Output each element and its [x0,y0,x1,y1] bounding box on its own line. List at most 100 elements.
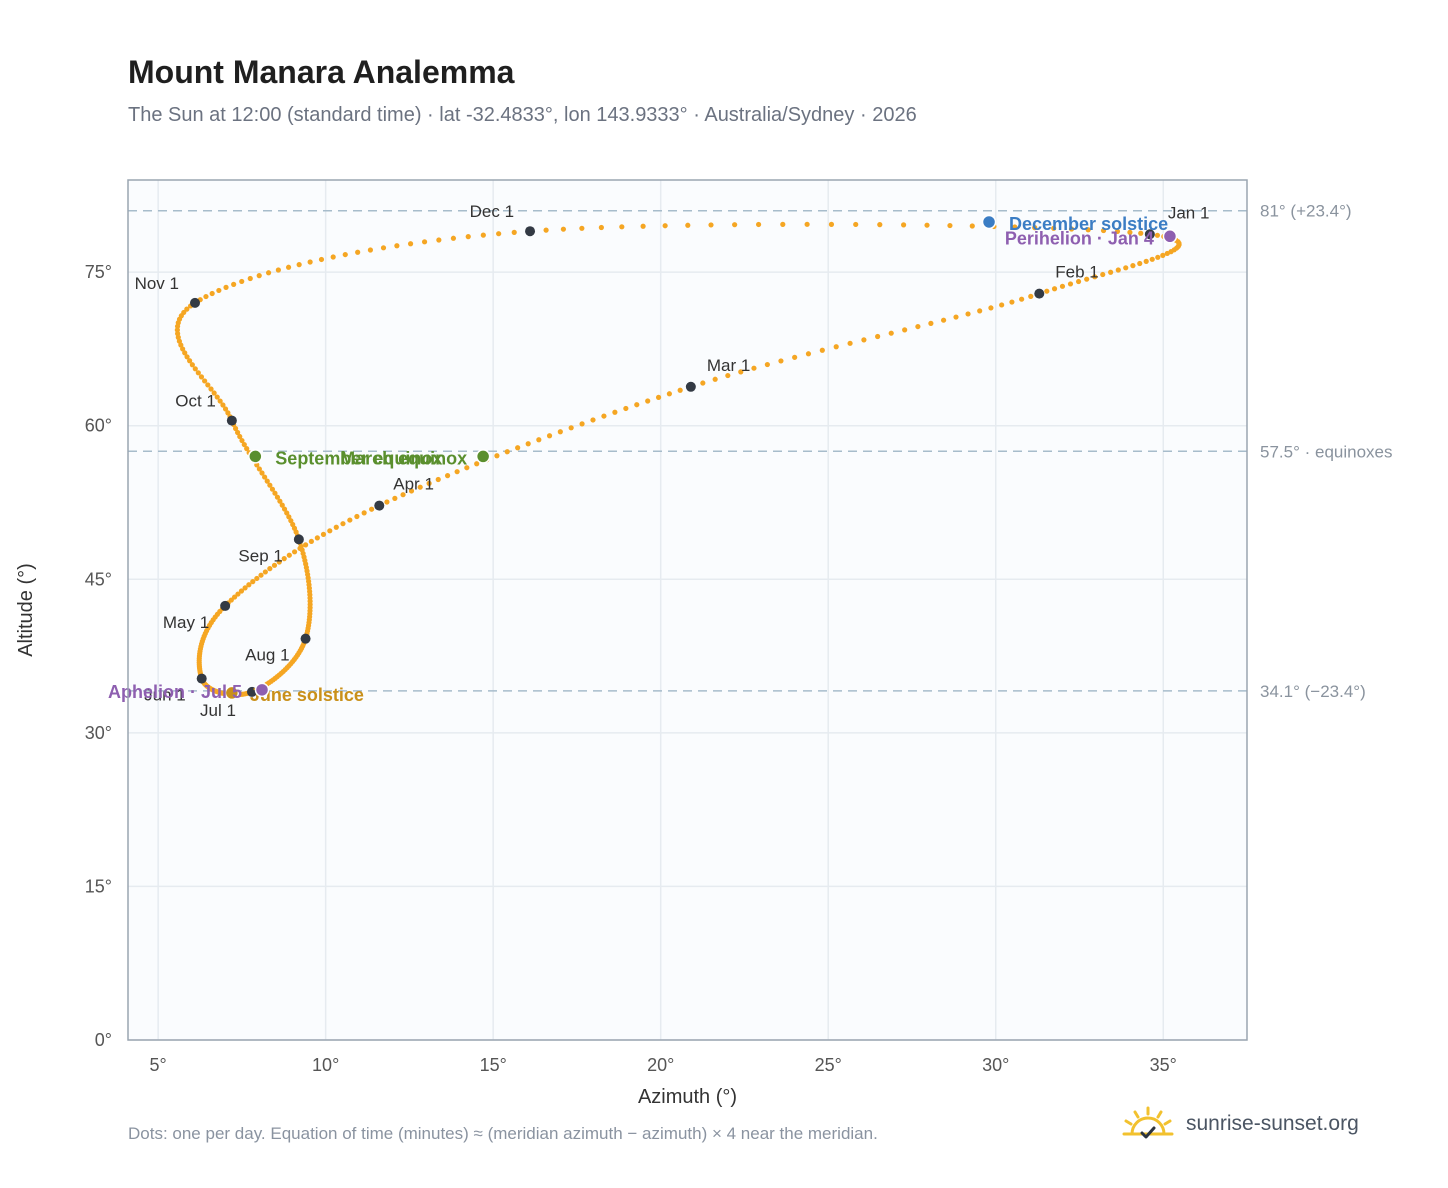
day-dot [712,376,718,382]
day-dot [182,350,188,356]
day-dot [1028,293,1034,299]
day-dot [281,556,287,562]
day-dot [1092,274,1098,280]
day-dot [281,506,288,512]
day-dot [400,492,406,498]
day-dot [202,378,208,384]
day-dot [969,223,975,229]
day-dot [209,290,215,297]
day-dot [853,221,859,228]
month-label: Oct 1 [175,392,216,411]
month-marker [1034,288,1045,299]
day-dot [677,387,683,393]
day-dot [805,351,812,357]
day-dot [436,237,442,243]
day-dot [330,254,336,260]
day-dot [828,221,835,227]
month-label: Jun 1 [144,686,186,705]
day-dot [560,226,567,232]
day-dot [1164,250,1170,257]
day-dot [612,409,618,415]
day-dot [454,469,460,475]
day-dot [392,495,398,501]
day-dot [465,234,471,240]
y-tick-label: 75° [85,262,112,282]
day-dot [543,227,549,233]
day-dot [888,330,894,336]
month-marker [246,686,257,697]
day-dot [203,293,209,300]
day-dot [272,490,278,496]
day-dot [464,465,470,471]
day-dot [254,575,260,582]
day-dot [474,461,480,467]
day-dot [1155,254,1161,260]
day-dot [180,346,186,352]
day-dot [318,256,325,263]
brand-name: sunrise-sunset.org [1186,1112,1359,1135]
day-dot [276,559,282,565]
month-marker [190,297,201,308]
event-label: March equinox [340,448,467,468]
event-marker [475,449,491,464]
event-marker [1162,229,1178,244]
day-dot [380,245,387,251]
day-dot [999,302,1005,308]
y-tick-label: 60° [85,416,112,436]
day-dot [241,441,247,448]
day-dot [256,273,262,279]
day-dot [291,549,298,555]
day-dot [1149,256,1155,262]
month-marker [293,534,304,545]
month-marker [525,226,536,237]
day-dot [1059,283,1066,289]
month-label: Sep 1 [238,546,282,565]
plot-area [128,180,1247,1040]
event-label: June solstice [250,685,364,705]
day-dot [269,486,276,492]
day-dot [1012,224,1018,230]
day-dot [655,394,662,400]
event-label: Perihelion · Jan 4 [1005,228,1154,248]
day-dot [308,538,314,545]
day-dot [184,354,190,360]
day-dot [238,588,245,594]
day-dot [1160,252,1166,258]
day-dot [847,340,853,346]
day-dot [275,267,281,273]
reference-line-label: 34.1° (−23.4°) [1260,682,1366,701]
chart-subtitle: The Sun at 12:00 (standard time) · lat -… [128,104,917,126]
day-dot [1127,229,1133,235]
day-dot [915,323,921,330]
day-dot [284,510,290,516]
x-axis-title: Azimuth (°) [638,1086,737,1108]
day-dot [579,421,585,427]
day-dot [296,262,302,268]
day-dot [977,308,983,314]
day-dot [1123,265,1129,271]
event-marker [224,685,240,701]
day-dot [314,535,320,541]
day-dot [175,331,181,337]
day-dot [504,449,510,455]
day-dot [320,531,327,537]
day-dot [1138,230,1144,236]
event-label: December solstice [1009,214,1168,234]
day-dot [902,327,908,333]
month-label: Aug 1 [245,646,289,665]
day-dot [277,498,283,504]
event-marker [981,214,997,230]
day-dot [231,281,237,287]
day-dot [601,413,607,419]
day-dot [450,235,457,241]
event-marker [248,449,263,464]
day-dot [205,382,211,388]
reference-line-label: 57.5° · equinoxes [1260,442,1393,461]
day-dot [861,337,867,343]
day-dot [181,309,187,316]
x-tick-label: 5° [150,1055,167,1075]
day-dot [778,358,784,364]
day-dot [262,474,268,480]
x-tick-label: 20° [647,1055,674,1075]
